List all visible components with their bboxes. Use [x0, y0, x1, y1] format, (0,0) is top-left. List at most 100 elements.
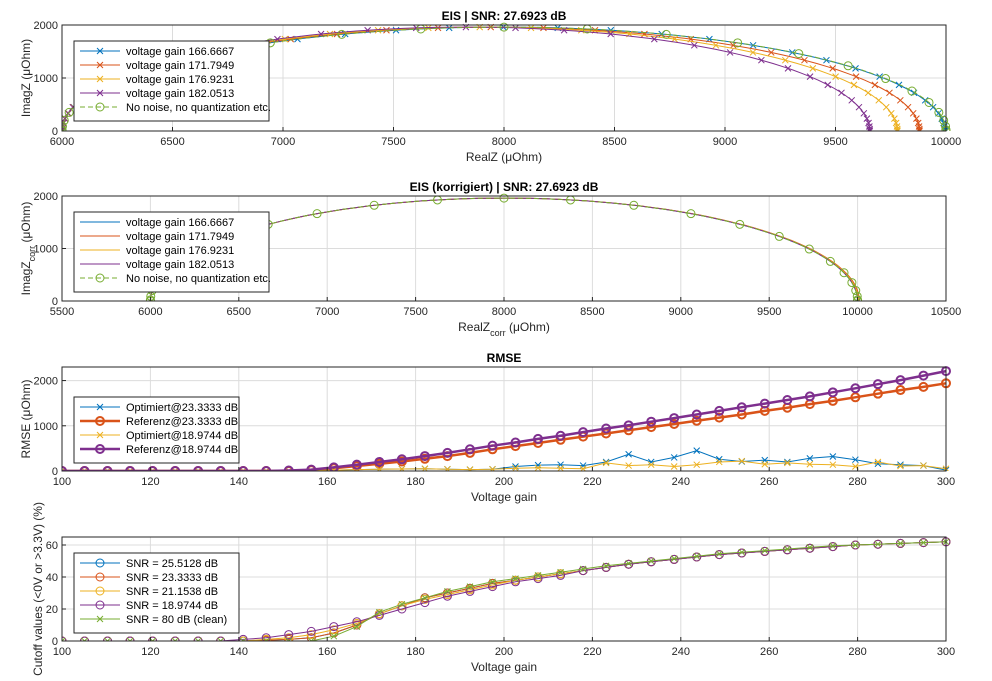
data-point — [499, 193, 509, 203]
data-point — [419, 451, 430, 462]
data-point — [421, 594, 429, 602]
data-point — [874, 460, 882, 468]
data-point — [686, 209, 696, 219]
legend: Optimiert@23.3333 dB Referenz@23.3333 dB O… — [73, 396, 240, 464]
data-point — [579, 565, 587, 573]
data-point — [170, 636, 180, 641]
data-point — [326, 30, 334, 38]
data-point — [929, 103, 937, 111]
data-point — [239, 467, 247, 471]
data-point — [62, 467, 66, 471]
legend-entry: voltage gain 166.6667 — [126, 46, 234, 58]
y-tick-label: 2000 — [34, 376, 58, 388]
series-line-5 — [62, 541, 947, 641]
y-tick-label: 20 — [46, 604, 58, 616]
data-point — [670, 463, 678, 470]
x-axis-label: RealZ (μOhm) — [466, 150, 542, 164]
data-point — [647, 557, 655, 565]
data-point — [714, 412, 725, 423]
data-point — [646, 422, 657, 433]
legend-entry: voltage gain 166.6667 — [126, 217, 234, 229]
data-point — [579, 462, 587, 469]
x-tick-label: 9000 — [669, 306, 693, 318]
x-tick-label: 6500 — [160, 136, 184, 148]
data-point — [442, 447, 453, 458]
data-point — [328, 462, 339, 471]
data-point — [895, 375, 906, 386]
series-line-4 — [62, 541, 947, 641]
data-point — [897, 462, 904, 470]
data-point — [693, 447, 701, 455]
x-tick-label: 9500 — [757, 306, 781, 318]
x-tick-label: 7000 — [315, 306, 339, 318]
data-point — [874, 458, 882, 466]
data-point — [487, 440, 498, 451]
data-point — [918, 370, 929, 381]
data-point — [466, 466, 474, 471]
data-point — [647, 461, 655, 469]
chart-4: 100 120 140 160 180 200 220 240 260 280 300 0 20 40 60… — [31, 502, 955, 676]
legend-marker — [95, 586, 105, 596]
data-point — [396, 454, 407, 465]
x-tick-label: 140 — [230, 646, 248, 658]
legend-entry: SNR = 25.5128 dB — [126, 558, 218, 570]
x-tick-label: 160 — [318, 476, 336, 488]
x-tick-label: 9000 — [713, 136, 737, 148]
data-point — [904, 103, 912, 111]
data-point — [729, 41, 737, 49]
x-tick-label: 300 — [937, 476, 955, 488]
data-point — [369, 200, 379, 210]
data-point — [601, 562, 611, 572]
data-point — [374, 26, 382, 34]
data-point — [714, 405, 725, 416]
data-point — [909, 109, 917, 117]
data-point — [736, 402, 747, 413]
data-point — [872, 379, 883, 390]
data-point — [239, 637, 247, 641]
x-tick-label: 280 — [848, 646, 866, 658]
data-point — [735, 219, 745, 229]
x-tick-label: 160 — [318, 646, 336, 658]
x-tick-label: 220 — [583, 476, 601, 488]
data-point — [759, 398, 770, 409]
legend-entry: Referenz@18.9744 dB — [126, 444, 238, 456]
data-point — [806, 73, 814, 80]
y-tick-label: 0 — [52, 466, 58, 478]
data-point — [374, 456, 385, 467]
data-point — [882, 103, 890, 111]
data-point — [829, 542, 837, 550]
data-point — [578, 566, 588, 576]
data-point — [881, 74, 891, 84]
data-layer — [62, 22, 951, 131]
legend-marker — [95, 444, 105, 454]
legend-marker — [95, 600, 105, 610]
data-point — [147, 466, 158, 471]
data-point — [306, 630, 316, 640]
data-point — [512, 24, 519, 32]
legend-entry: voltage gain 171.7949 — [126, 60, 234, 72]
legend: SNR = 25.5128 dB SNR = 23.3333 dB SNR = 21… — [73, 552, 240, 634]
data-point — [306, 626, 316, 636]
data-point — [866, 127, 874, 131]
legend-marker — [96, 615, 104, 623]
data-point — [738, 548, 746, 556]
data-point — [783, 459, 791, 467]
x-tick-label: 8500 — [602, 136, 626, 148]
x-tick-label: 5500 — [50, 306, 74, 318]
data-point — [171, 467, 179, 471]
data-point — [512, 575, 519, 582]
data-point — [284, 633, 294, 641]
x-tick-label: 220 — [583, 646, 601, 658]
data-point — [510, 437, 521, 448]
data-point — [217, 467, 225, 471]
data-point — [875, 96, 883, 104]
x-tick-label: 8000 — [492, 136, 516, 148]
legend: voltage gain 166.6667 voltage gain 171.79… — [73, 211, 271, 293]
data-point — [102, 466, 113, 471]
data-point — [398, 600, 406, 608]
y-axis-label: ImagZ (μOhm) — [19, 39, 33, 117]
legend-marker — [96, 47, 104, 55]
data-point — [913, 115, 920, 122]
data-point — [629, 200, 639, 210]
data-point — [804, 391, 815, 402]
